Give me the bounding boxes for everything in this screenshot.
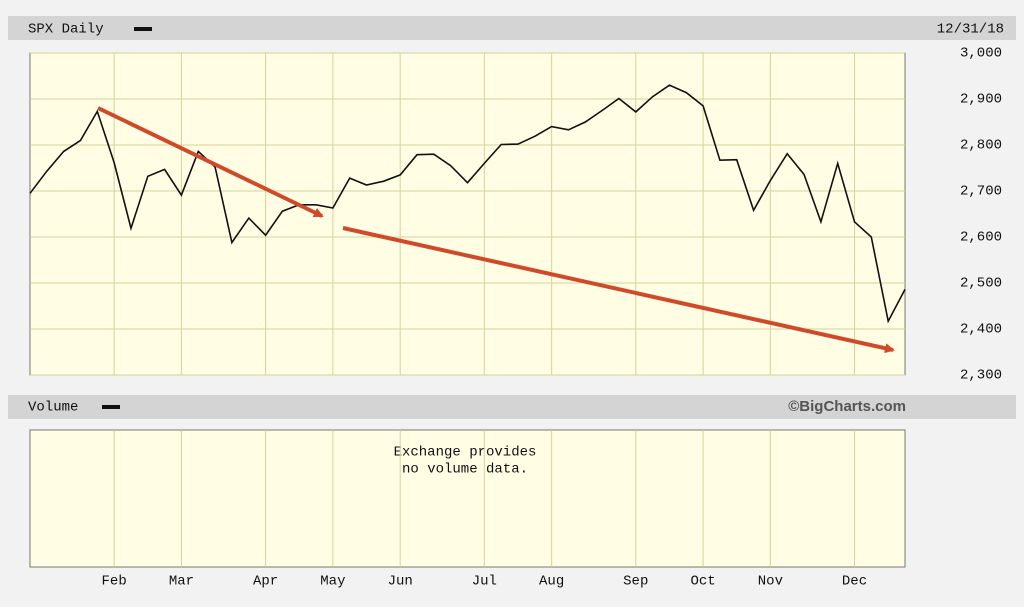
- chart-title: SPX Daily: [28, 22, 104, 38]
- x-tick-label: Aug: [539, 574, 564, 590]
- trend-arrow: [97, 106, 324, 218]
- x-tick-label: Jun: [388, 574, 413, 590]
- x-tick-label: Jul: [472, 574, 497, 590]
- volume-note: Exchange provides: [394, 445, 537, 461]
- y-tick-label: 2,400: [960, 322, 1002, 338]
- price-plot: [29, 52, 906, 376]
- y-tick-label: 2,600: [960, 230, 1002, 246]
- volume-plot: [29, 429, 906, 568]
- y-tick-label: 3,000: [960, 46, 1002, 62]
- y-tick-label: 2,900: [960, 92, 1002, 108]
- volume-header: [8, 395, 1016, 419]
- legend-swatch: [102, 405, 120, 409]
- x-tick-label: Sep: [623, 574, 648, 590]
- x-tick-label: Dec: [842, 574, 867, 590]
- price-line: [29, 84, 906, 324]
- chart-date: 12/31/18: [937, 22, 1004, 38]
- y-tick-label: 2,800: [960, 138, 1002, 154]
- x-tick-label: Oct: [690, 574, 715, 590]
- y-tick-label: 2,300: [960, 368, 1002, 384]
- price-header: [8, 16, 1016, 40]
- x-tick-label: Feb: [102, 574, 127, 590]
- x-tick-label: Apr: [253, 574, 278, 590]
- x-tick-label: Mar: [169, 574, 194, 590]
- plot-layer: 2,300 2,400 2,500 2,600 2,700 2,800 2,900 3,000…: [29, 46, 1002, 590]
- y-tick-label: 2,700: [960, 184, 1002, 200]
- y-tick-label: 2,500: [960, 276, 1002, 292]
- x-tick-label: Nov: [758, 574, 783, 590]
- volume-note: no volume data.: [402, 462, 528, 478]
- legend-swatch: [134, 27, 152, 31]
- trend-arrow: [342, 226, 895, 354]
- volume-title: Volume: [28, 400, 78, 416]
- credit: ©BigCharts.com: [788, 398, 906, 415]
- x-tick-label: May: [320, 574, 345, 590]
